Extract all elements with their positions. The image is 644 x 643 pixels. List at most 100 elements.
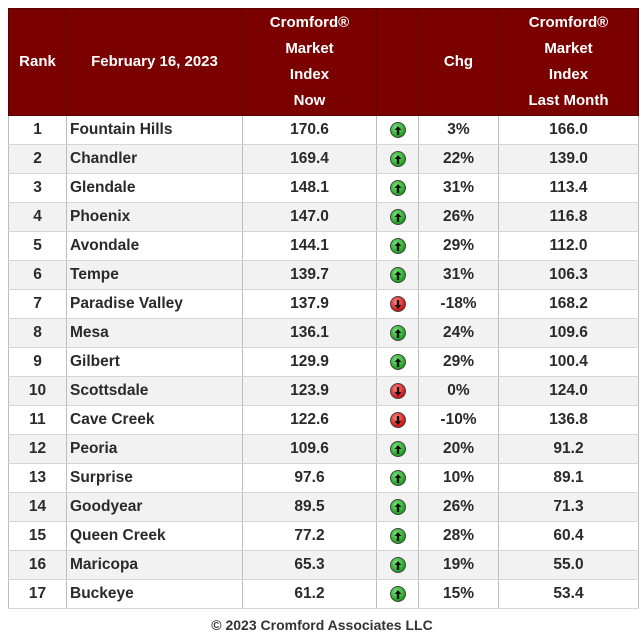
index-now-cell: 109.6 [242, 434, 377, 464]
index-now-cell: 136.1 [242, 318, 377, 348]
index-now-cell: 61.2 [242, 579, 377, 609]
chg-cell: 20% [418, 434, 499, 464]
header-index-now-line: Market [285, 40, 334, 57]
index-last-month-cell: 89.1 [498, 463, 639, 493]
index-last-month-cell: 91.2 [498, 434, 639, 464]
chg-cell: 29% [418, 231, 499, 261]
arrow-up-icon [389, 527, 406, 544]
chg-cell: 31% [418, 173, 499, 203]
index-now-cell: 144.1 [242, 231, 377, 261]
index-now-cell: 169.4 [242, 144, 377, 174]
chg-cell: 10% [418, 463, 499, 493]
direction-cell [376, 289, 419, 319]
arrow-down-icon [389, 382, 406, 399]
city-cell: Buckeye [66, 579, 243, 609]
direction-cell [376, 318, 419, 348]
chg-cell: 31% [418, 260, 499, 290]
arrow-down-icon [389, 295, 406, 312]
city-cell: Cave Creek [66, 405, 243, 435]
arrow-up-icon [389, 237, 406, 254]
direction-cell [376, 231, 419, 261]
header-date: February 16, 2023 [66, 8, 243, 116]
index-now-cell: 123.9 [242, 376, 377, 406]
city-cell: Glendale [66, 173, 243, 203]
chg-cell: 29% [418, 347, 499, 377]
index-last-month-cell: 116.8 [498, 202, 639, 232]
index-now-cell: 65.3 [242, 550, 377, 580]
direction-cell [376, 144, 419, 174]
direction-cell [376, 260, 419, 290]
arrow-up-icon [389, 121, 406, 138]
arrow-down-icon [389, 411, 406, 428]
arrow-up-icon [389, 585, 406, 602]
direction-cell [376, 202, 419, 232]
index-last-month-cell: 124.0 [498, 376, 639, 406]
city-cell: Mesa [66, 318, 243, 348]
index-last-month-cell: 139.0 [498, 144, 639, 174]
direction-cell [376, 434, 419, 464]
index-last-month-cell: 109.6 [498, 318, 639, 348]
chg-cell: 26% [418, 202, 499, 232]
header-rank: Rank [8, 8, 67, 116]
index-last-month-cell: 71.3 [498, 492, 639, 522]
rank-cell: 12 [8, 434, 67, 464]
arrow-up-icon [389, 324, 406, 341]
direction-cell [376, 463, 419, 493]
table-row: 16 Maricopa 65.3 19% 55.0 [8, 550, 639, 580]
index-last-month-cell: 53.4 [498, 579, 639, 609]
direction-cell [376, 347, 419, 377]
table-row: 12 Peoria 109.6 20% 91.2 [8, 434, 639, 464]
rank-cell: 16 [8, 550, 67, 580]
header-index-now: Cromford® Market Index Now [242, 8, 377, 116]
rank-cell: 15 [8, 521, 67, 551]
direction-cell [376, 521, 419, 551]
arrow-up-icon [389, 440, 406, 457]
arrow-up-icon [389, 353, 406, 370]
city-cell: Paradise Valley [66, 289, 243, 319]
table-row: 14 Goodyear 89.5 26% 71.3 [8, 492, 639, 522]
chg-cell: 15% [418, 579, 499, 609]
city-cell: Fountain Hills [66, 115, 243, 145]
index-last-month-cell: 100.4 [498, 347, 639, 377]
market-index-table-container: Rank February 16, 2023 Cromford® Market … [8, 8, 639, 609]
direction-cell [376, 492, 419, 522]
chg-cell: 0% [418, 376, 499, 406]
chg-cell: 24% [418, 318, 499, 348]
header-index-last-month: Cromford® Market Index Last Month [498, 8, 639, 116]
index-now-cell: 77.2 [242, 521, 377, 551]
rank-cell: 8 [8, 318, 67, 348]
table-row: 13 Surprise 97.6 10% 89.1 [8, 463, 639, 493]
header-index-last-line: Cromford® [528, 14, 609, 31]
chg-cell: -18% [418, 289, 499, 319]
city-cell: Chandler [66, 144, 243, 174]
index-last-month-cell: 166.0 [498, 115, 639, 145]
table-row: 2 Chandler 169.4 22% 139.0 [8, 144, 639, 174]
rank-cell: 4 [8, 202, 67, 232]
index-now-cell: 122.6 [242, 405, 377, 435]
chg-cell: 28% [418, 521, 499, 551]
rank-cell: 10 [8, 376, 67, 406]
index-now-cell: 147.0 [242, 202, 377, 232]
rank-cell: 5 [8, 231, 67, 261]
rank-cell: 9 [8, 347, 67, 377]
chg-cell: 19% [418, 550, 499, 580]
chg-cell: 22% [418, 144, 499, 174]
table-row: 15 Queen Creek 77.2 28% 60.4 [8, 521, 639, 551]
rank-cell: 11 [8, 405, 67, 435]
arrow-up-icon [389, 469, 406, 486]
market-index-table: Rank February 16, 2023 Cromford® Market … [8, 8, 639, 609]
header-index-now-line: Now [293, 92, 326, 109]
header-index-now-line: Index [289, 66, 330, 83]
table-row: 1 Fountain Hills 170.6 3% 166.0 [8, 115, 639, 145]
index-now-cell: 139.7 [242, 260, 377, 290]
chg-cell: 26% [418, 492, 499, 522]
header-index-last-line: Index [548, 66, 589, 83]
direction-cell [376, 550, 419, 580]
rank-cell: 13 [8, 463, 67, 493]
arrow-up-icon [389, 208, 406, 225]
index-now-cell: 97.6 [242, 463, 377, 493]
rank-cell: 17 [8, 579, 67, 609]
index-last-month-cell: 136.8 [498, 405, 639, 435]
index-now-cell: 129.9 [242, 347, 377, 377]
direction-cell [376, 173, 419, 203]
